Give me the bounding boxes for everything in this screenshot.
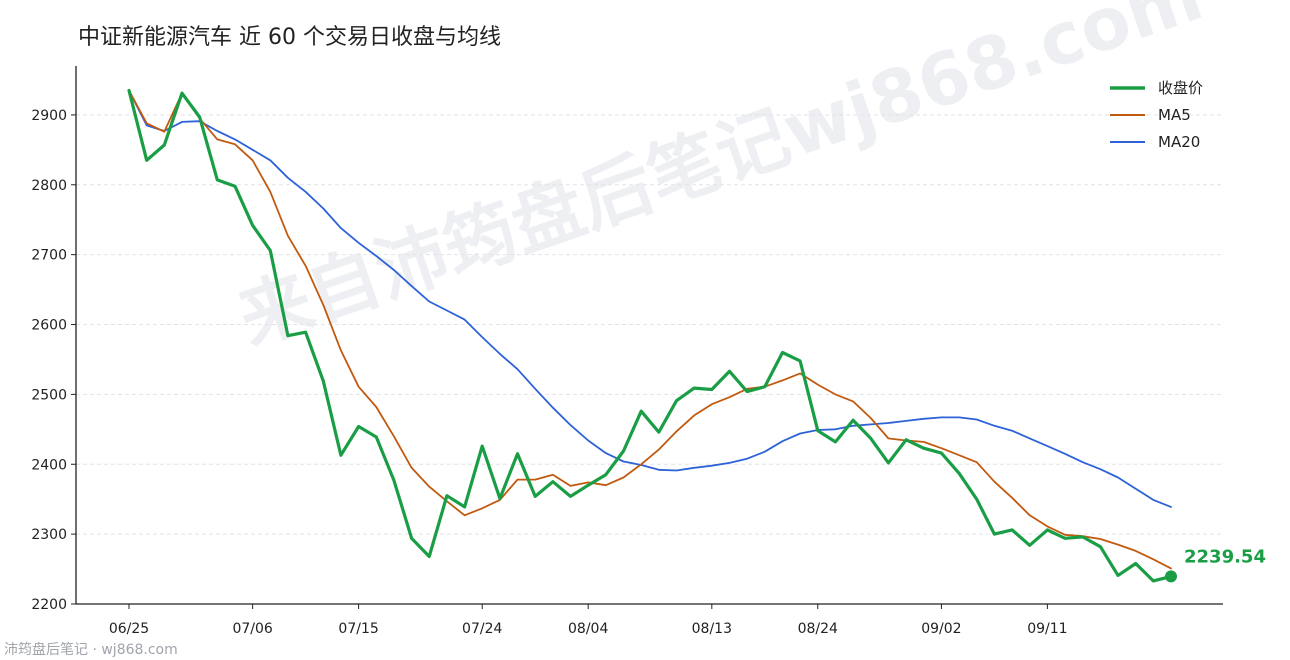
grid-lines	[76, 114, 1223, 535]
x-tick-label: 07/24	[462, 621, 502, 637]
series-line-ma20	[128, 89, 1172, 508]
x-tick-label: 08/24	[798, 621, 838, 637]
series-line-close	[127, 88, 1173, 583]
legend-label: 收盘价	[1158, 79, 1203, 97]
legend-label: MA20	[1158, 133, 1200, 151]
x-tick-label: 09/02	[921, 621, 961, 637]
y-axis-ticks: 2200 2300 2400 2500 2600 2700 2800 2900	[31, 108, 76, 613]
y-tick-label: 2800	[31, 178, 67, 194]
last-close-point	[1165, 570, 1177, 583]
chart-title: 中证新能源汽车 近 60 个交易日收盘与均线	[78, 25, 501, 50]
x-tick-label: 09/11	[1027, 621, 1067, 637]
y-tick-label: 2700	[31, 248, 67, 264]
x-tick-label: 07/15	[338, 621, 378, 637]
legend-label: MA5	[1158, 106, 1191, 124]
y-tick-label: 2900	[31, 108, 67, 124]
last-close-label: 2239.54	[1184, 546, 1266, 567]
x-axis-ticks: 06/25 07/06 07/15 07/24 08/04 08/13 08/24 09/02…	[109, 604, 1068, 637]
y-tick-label: 2600	[31, 318, 67, 334]
x-tick-label: 07/06	[232, 621, 272, 637]
x-tick-label: 08/13	[692, 621, 732, 637]
series-line-ma5	[128, 89, 1172, 570]
footer-credit: 沛筠盘后笔记 · wj868.com	[4, 641, 178, 658]
y-tick-label: 2200	[31, 597, 67, 613]
series-group	[127, 88, 1173, 583]
x-tick-label: 08/04	[568, 621, 608, 637]
x-tick-label: 06/25	[109, 621, 149, 637]
y-tick-label: 2400	[31, 457, 67, 473]
y-tick-label: 2300	[31, 527, 67, 543]
y-tick-label: 2500	[31, 387, 67, 403]
legend: 收盘价 MA5 MA20	[1110, 79, 1203, 151]
axes	[75, 66, 1223, 605]
watermark: 来自沛筠盘后笔记wj868.com	[228, 0, 1212, 361]
